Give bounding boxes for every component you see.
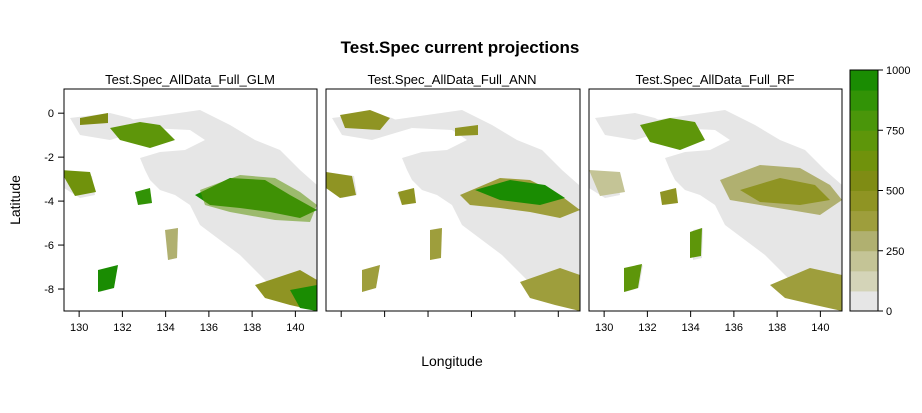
- x-tick-label: 140: [811, 322, 829, 334]
- x-tick-label: 138: [243, 322, 261, 334]
- panel-frame-rf: [588, 88, 843, 312]
- map-glm: [64, 110, 317, 311]
- colorbar-swatch: [850, 210, 878, 232]
- colorbar-swatch: [850, 70, 878, 91]
- colorbar-tick-label: 750: [886, 125, 904, 137]
- x-tick-label: 140: [286, 322, 304, 334]
- x-tick-label: 132: [113, 322, 131, 334]
- colorbar-swatch: [850, 110, 878, 131]
- panel-title-glm: Test.Spec_AllData_Full_GLM: [105, 72, 275, 87]
- colorbar-swatch: [850, 130, 878, 151]
- figure-title: Test.Spec current projections: [341, 38, 580, 57]
- y-tick-label: -4: [44, 196, 54, 208]
- x-tick-label: 132: [638, 322, 656, 334]
- panel-glm: Test.Spec_AllData_Full_GLM: [63, 72, 318, 312]
- y-tick-label: -6: [44, 240, 54, 252]
- y-axis-label: Latitude: [7, 175, 23, 225]
- panel-rf: Test.Spec_AllData_Full_RF: [588, 72, 843, 312]
- colorbar-swatch: [850, 90, 878, 111]
- x-tick-label: 130: [595, 322, 613, 334]
- panel-frame-glm: [63, 88, 318, 312]
- colorbar-tick-label: 250: [886, 246, 904, 258]
- panel-title-ann: Test.Spec_AllData_Full_ANN: [367, 72, 536, 87]
- colorbar: 0 250 500 750 1000: [849, 65, 910, 318]
- colorbar-swatch: [850, 170, 878, 191]
- colorbar-tick-label: 0: [886, 306, 892, 318]
- x-tick-label: 134: [156, 322, 174, 334]
- x-tick-label: 136: [200, 322, 218, 334]
- x-axis-label: Longitude: [421, 353, 483, 369]
- x-tick-label: 130: [70, 322, 88, 334]
- panel-frame-ann: [325, 88, 581, 312]
- x-tick-label: 138: [768, 322, 786, 334]
- x-tick-label: 136: [725, 322, 743, 334]
- colorbar-swatch: [850, 230, 878, 252]
- colorbar-swatch: [850, 290, 878, 312]
- colorbar-swatch: [850, 270, 878, 292]
- colorbar-tick-label: 500: [886, 186, 904, 198]
- panel-title-rf: Test.Spec_AllData_Full_RF: [636, 72, 795, 87]
- x-tick-label: 134: [681, 322, 699, 334]
- colorbar-swatch: [850, 150, 878, 171]
- panel-ann: Test.Spec_AllData_Full_ANN: [325, 72, 581, 312]
- colorbar-swatch: [850, 190, 878, 212]
- y-tick-label: -8: [44, 284, 54, 296]
- colorbar-swatch: [850, 250, 878, 272]
- y-tick-label: 0: [48, 108, 54, 120]
- y-tick-label: -2: [44, 152, 54, 164]
- map-rf: [589, 110, 842, 311]
- map-ann: [326, 110, 580, 311]
- axes: 0 -2 -4 -6 -8 130 132 134 136 138 140 130 132 134 136 1…: [44, 108, 829, 334]
- colorbar-tick-label: 1000: [886, 65, 910, 77]
